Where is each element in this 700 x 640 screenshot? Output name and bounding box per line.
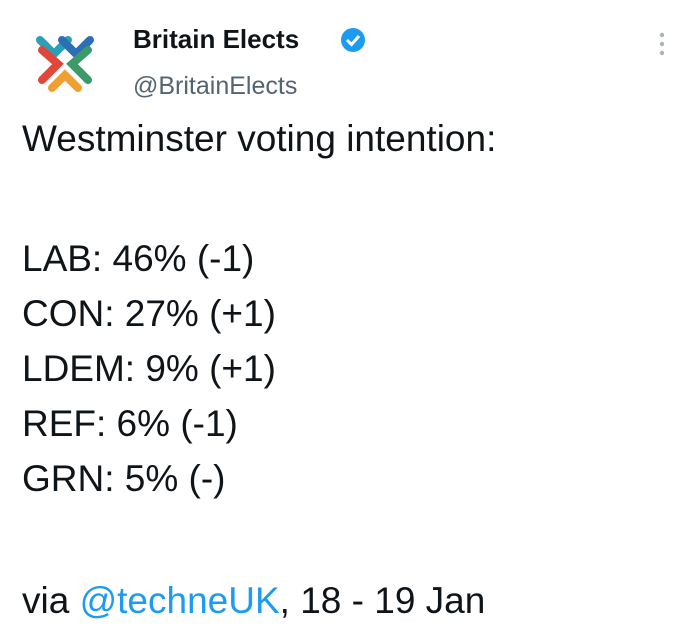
verified-badge xyxy=(341,28,365,52)
poll-line: REF: 6% (-1) xyxy=(22,403,238,444)
more-menu[interactable] xyxy=(656,30,668,60)
source-suffix: , 18 - 19 Jan xyxy=(279,580,486,621)
tweet-heading: Westminster voting intention: xyxy=(22,118,497,159)
logo-top-right xyxy=(58,36,94,60)
author-name[interactable]: Britain Elects xyxy=(133,24,300,54)
logo-bottom xyxy=(48,69,82,92)
logo-right xyxy=(66,46,92,84)
source-prefix: via xyxy=(22,580,80,621)
poll-line: GRN: 5% (-) xyxy=(22,458,226,499)
poll-line: CON: 27% (+1) xyxy=(22,293,276,334)
poll-line: LAB: 46% (-1) xyxy=(22,238,255,279)
poll-line: LDEM: 9% (+1) xyxy=(22,348,276,389)
source-link[interactable]: @techneUK xyxy=(79,580,280,621)
author-handle[interactable]: @BritainElects xyxy=(133,72,298,100)
avatar-logo[interactable] xyxy=(34,34,96,94)
logo-left xyxy=(38,46,64,84)
tweet-source: via @techneUK, 18 - 19 Jan xyxy=(22,580,485,622)
